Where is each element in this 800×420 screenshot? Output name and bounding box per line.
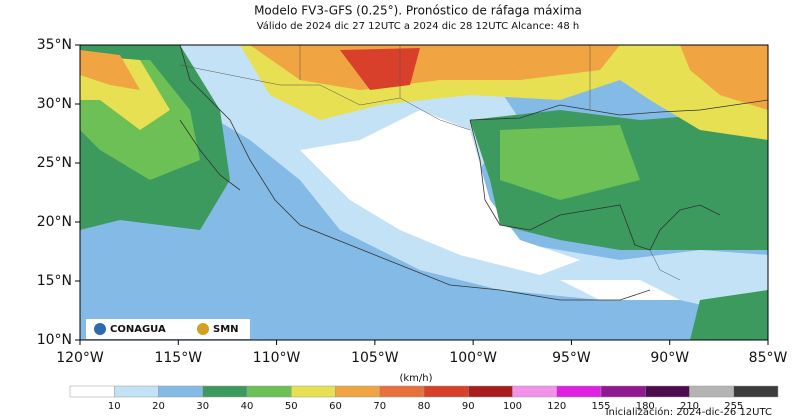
east-wind-orange: [680, 45, 768, 110]
colorbar-label: 90: [462, 401, 475, 412]
logo-box: CONAGUA SMN: [86, 319, 250, 339]
colorbar-swatch: [689, 385, 734, 398]
coastline: [179, 45, 768, 301]
colorbar-swatch: [379, 385, 425, 398]
colorbar-label: 70: [373, 401, 386, 412]
colorbar-swatch: [645, 385, 690, 398]
pacific-wind-orange: [80, 50, 140, 90]
colorbar-swatch: [158, 385, 203, 398]
lat-tick-label: 20°N: [37, 214, 72, 230]
logo-icon: [197, 323, 209, 335]
colorbar-label: 100: [503, 401, 522, 412]
colorbar-swatch: [512, 385, 557, 398]
logo-text: CONAGUA: [110, 324, 166, 335]
colorbar-label: 20: [152, 401, 165, 412]
lon-tick-label: 95°W: [552, 350, 591, 366]
calm-wind-area: [300, 110, 680, 300]
lat-tick-label: 30°N: [37, 96, 72, 112]
colorbar-label: 40: [241, 401, 254, 412]
colorbar-unit: (km/h): [399, 373, 432, 384]
colorbar-swatch: [468, 385, 513, 398]
lon-tick-label: 120°W: [56, 350, 104, 366]
lon-tick-label: 90°W: [650, 350, 689, 366]
logo-background: [86, 319, 250, 339]
colorbar-swatch: [733, 385, 779, 398]
logo-text: SMN: [213, 324, 239, 335]
subtitle: Válido de 2024 dic 27 12UTC a 2024 dic 2…: [257, 20, 580, 32]
lon-tick-label: 115°W: [154, 350, 202, 366]
lon-tick-label: 85°W: [749, 350, 788, 366]
lat-tick-label: 35°N: [37, 37, 72, 53]
lon-tick-label: 105°W: [351, 350, 399, 366]
colorbar-swatch: [335, 385, 380, 398]
colorbar-swatch: [246, 385, 292, 398]
colorbar-swatch: [202, 385, 248, 398]
colorbar-label: 155: [591, 401, 610, 412]
map-area: CONAGUA SMN: [79, 44, 769, 341]
logo-icon: [94, 323, 106, 335]
map-frame: [79, 44, 769, 341]
gulf-wind-strong: [500, 125, 640, 200]
colorbar-label: 30: [196, 401, 209, 412]
lon-tick-label: 100°W: [449, 350, 497, 366]
colorbar-label: 10: [108, 401, 121, 412]
colorbar-label: 180: [636, 401, 655, 412]
caribbean-wind: [690, 290, 768, 340]
colorbar-label: 60: [329, 401, 342, 412]
lat-tick-label: 15°N: [37, 273, 72, 289]
colorbar-swatch: [69, 385, 115, 398]
initialization: Inicialización: 2024-dic-26 12UTC: [606, 406, 772, 418]
lat-tick-label: 25°N: [37, 155, 72, 171]
lon-tick-label: 110°W: [253, 350, 301, 366]
colorbar-swatch: [114, 385, 159, 398]
lat-tick-label: 10°N: [37, 332, 72, 348]
colorbar-label: 80: [418, 401, 431, 412]
borders: [179, 45, 681, 281]
colorbar-label: 50: [285, 401, 298, 412]
colorbar-label: 255: [724, 401, 743, 412]
north-wind-orange: [250, 45, 620, 90]
colorbar-label: 210: [680, 401, 699, 412]
colorbar-swatch: [600, 385, 646, 398]
title: Modelo FV3-GFS (0.25°). Pronóstico de rá…: [254, 4, 582, 18]
colorbar-swatch: [423, 385, 469, 398]
colorbar-swatch: [556, 385, 602, 398]
colorbar-swatch: [291, 385, 336, 398]
colorbar-label: 120: [547, 401, 566, 412]
